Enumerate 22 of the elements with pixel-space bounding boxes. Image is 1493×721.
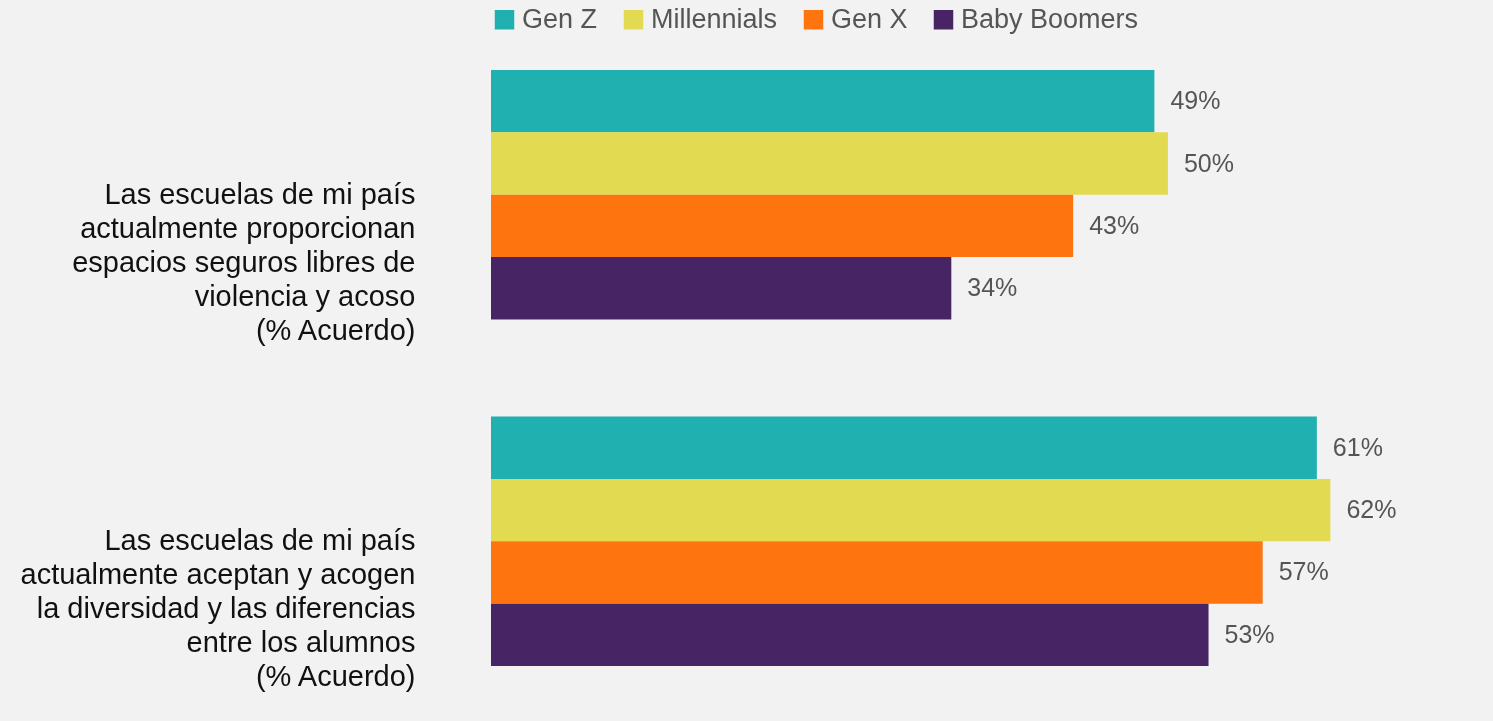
data-label: 62% — [1346, 495, 1397, 524]
data-label: 53% — [1224, 619, 1275, 648]
legend-label: Baby Boomers — [961, 3, 1139, 34]
data-label: 57% — [1278, 557, 1329, 586]
bar — [491, 603, 1209, 667]
bar — [491, 69, 1155, 133]
data-label: 43% — [1089, 210, 1140, 239]
data-label: 49% — [1170, 86, 1221, 115]
bar — [491, 416, 1317, 479]
y-tick-label: Las escuelas de mi país actualmente proporcionan espacios seguros libres de violencia y acoso (% Acuerdo) — [72, 177, 416, 346]
bar — [491, 478, 1331, 542]
legend-label: Gen X — [831, 3, 908, 34]
data-label: 50% — [1183, 148, 1234, 177]
legend-label: Millennials — [651, 3, 778, 34]
bar — [491, 194, 1074, 258]
legend-label: Gen Z — [522, 3, 598, 34]
data-label: 34% — [967, 273, 1018, 302]
y-tick-label: Las escuelas de mi país actualmente aceptan y acogen la diversidad y las diferencias entre los alumnos (% Acuerdo) — [20, 524, 416, 693]
bar — [491, 257, 952, 320]
bar — [491, 541, 1263, 604]
data-label: 61% — [1332, 432, 1383, 461]
bar — [491, 132, 1168, 195]
